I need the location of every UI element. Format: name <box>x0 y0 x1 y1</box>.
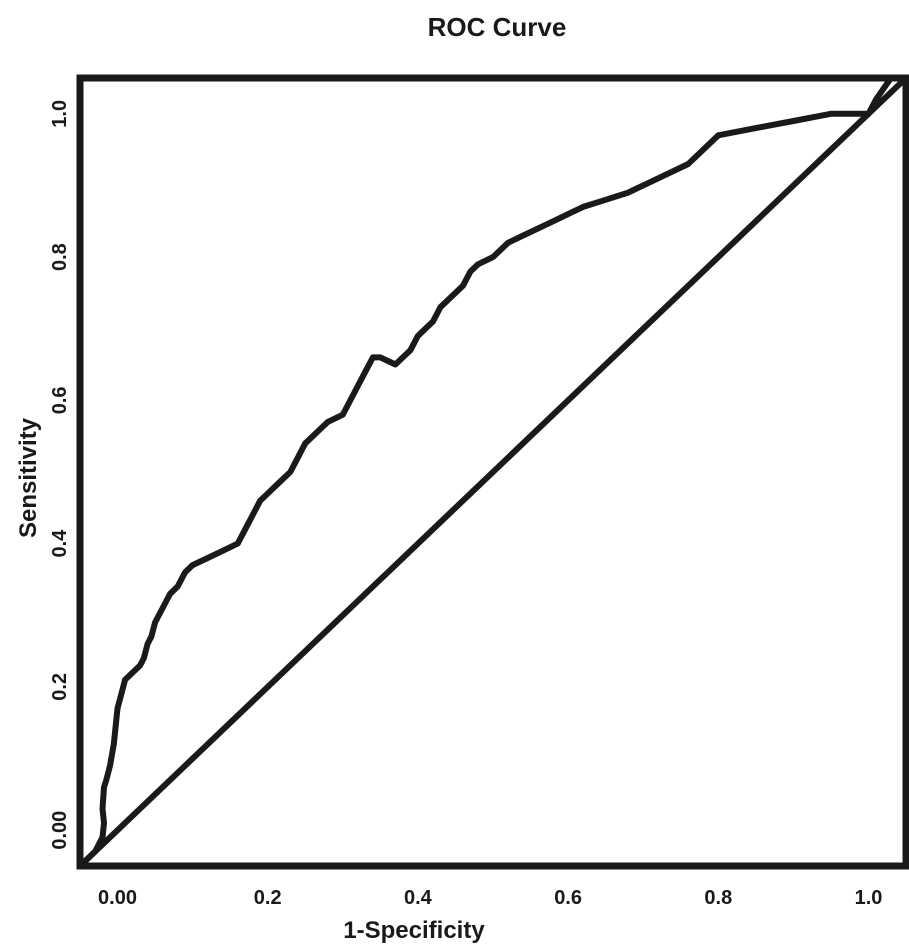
chart-title: ROC Curve <box>428 12 567 42</box>
reference-diagonal-line <box>77 75 909 869</box>
x-tick-label: 0.00 <box>98 887 137 909</box>
y-axis-label: Sensitivity <box>15 417 42 538</box>
y-tick-label: 0.4 <box>49 529 71 558</box>
y-tick-label: 0.2 <box>49 673 71 701</box>
y-tick-label: 0.8 <box>49 243 71 271</box>
y-tick-label: 0.6 <box>49 386 71 414</box>
roc-curve-line <box>77 75 894 869</box>
x-tick-label: 1.0 <box>855 887 883 909</box>
x-axis-label: 1-Specificity <box>343 917 485 944</box>
plot-frame <box>76 74 909 870</box>
x-tick-label: 0.8 <box>704 887 732 909</box>
y-tick-label: 0.00 <box>49 811 71 850</box>
y-tick-label: 1.0 <box>49 100 71 128</box>
x-tick-label: 0.4 <box>404 887 433 909</box>
x-tick-label: 0.2 <box>254 887 282 909</box>
series-layer <box>77 75 909 869</box>
tick-group: 0.00 0.2 0.4 0.6 0.8 1.0 0.00 0.2 0.4 0.6 0.8 1.0 <box>49 100 882 909</box>
x-tick-label: 0.6 <box>554 887 582 909</box>
